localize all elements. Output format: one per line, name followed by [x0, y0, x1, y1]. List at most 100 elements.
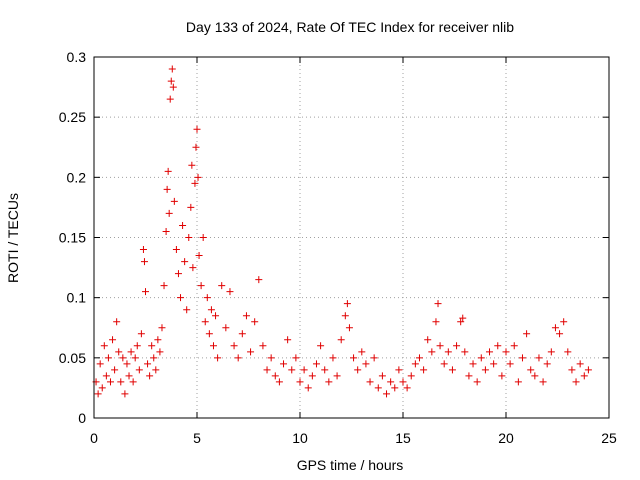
data-point: [111, 366, 119, 374]
data-point: [498, 372, 506, 380]
chart-title: Day 133 of 2024, Rate Of TEC Index for r…: [186, 19, 514, 35]
data-point: [473, 378, 481, 386]
data-point: [163, 185, 171, 193]
data-point: [457, 318, 465, 326]
data-point: [100, 342, 108, 350]
data-point: [226, 288, 234, 296]
x-tick-label: 15: [395, 430, 411, 446]
data-point: [539, 378, 547, 386]
data-point: [518, 354, 526, 362]
data-point: [337, 336, 345, 344]
x-tick-label: 20: [498, 430, 514, 446]
data-point: [415, 354, 423, 362]
data-point: [275, 378, 283, 386]
data-point: [98, 384, 106, 392]
data-point: [207, 306, 215, 314]
data-point: [271, 372, 279, 380]
x-tick-label: 10: [292, 430, 308, 446]
data-point: [432, 318, 440, 326]
data-point: [183, 306, 191, 314]
data-point: [179, 221, 187, 229]
data-point: [395, 366, 403, 374]
data-point: [194, 173, 202, 181]
data-point: [370, 354, 378, 362]
data-point: [584, 366, 592, 374]
data-point: [523, 330, 531, 338]
data-point: [131, 354, 139, 362]
data-point: [152, 366, 160, 374]
data-point: [123, 360, 131, 368]
data-point: [407, 372, 415, 380]
data-point: [162, 227, 170, 235]
data-point: [96, 360, 104, 368]
data-point: [444, 348, 452, 356]
data-point: [160, 282, 168, 290]
data-point: [255, 276, 263, 284]
data-point: [535, 354, 543, 362]
data-point: [486, 348, 494, 356]
data-point: [133, 342, 141, 350]
data-point: [420, 366, 428, 374]
data-point: [154, 336, 162, 344]
data-point: [142, 288, 149, 296]
data-point: [140, 258, 148, 266]
data-point: [137, 330, 145, 338]
data-point: [527, 366, 535, 374]
data-point: [193, 125, 201, 133]
data-point: [222, 324, 230, 332]
data-point: [218, 282, 226, 290]
data-point: [201, 318, 209, 326]
data-point: [354, 366, 362, 374]
data-point: [490, 360, 498, 368]
data-point: [350, 354, 358, 362]
data-point: [174, 270, 182, 278]
data-point: [169, 83, 177, 91]
data-point: [312, 360, 320, 368]
data-point: [551, 324, 559, 332]
y-tick-label: 0.2: [67, 169, 87, 185]
data-point: [514, 378, 522, 386]
data-point: [195, 252, 203, 260]
axis-ticks: 0 0.05 0.1 0.15 0.2 0.25 0.3 0 5 10 15 20 25: [59, 49, 617, 446]
y-tick-label: 0.25: [59, 109, 86, 125]
data-point: [358, 348, 366, 356]
data-point: [547, 348, 555, 356]
data-point: [304, 384, 312, 392]
data-point: [94, 390, 102, 398]
data-point: [150, 354, 158, 362]
data-point: [403, 384, 411, 392]
data-point: [345, 324, 353, 332]
data-point: [191, 179, 199, 187]
data-point: [362, 360, 370, 368]
data-point: [209, 342, 217, 350]
data-point: [197, 282, 205, 290]
data-point: [510, 342, 518, 350]
x-tick-label: 25: [601, 430, 617, 446]
data-point: [119, 354, 127, 362]
y-tick-label: 0: [78, 410, 86, 426]
data-point: [144, 360, 152, 368]
data-point: [170, 197, 178, 205]
data-point: [560, 318, 568, 326]
data-point: [300, 366, 308, 374]
data-point: [185, 234, 193, 241]
data-point: [230, 342, 238, 350]
data-point: [164, 167, 172, 175]
data-point: [139, 246, 147, 254]
y-tick-label: 0.15: [59, 230, 86, 246]
data-point: [288, 366, 296, 374]
data-point: [436, 342, 444, 350]
data-point: [434, 300, 442, 308]
data-point: [440, 360, 448, 368]
data-point: [148, 342, 156, 350]
data-point: [580, 372, 588, 380]
data-point: [203, 294, 211, 302]
x-tick-label: 5: [193, 430, 201, 446]
data-point: [102, 372, 110, 380]
data-point: [242, 312, 250, 320]
y-tick-label: 0.3: [67, 49, 87, 65]
data-point: [531, 372, 539, 380]
data-point: [399, 378, 407, 386]
data-point: [494, 342, 502, 350]
data-point: [135, 366, 143, 374]
